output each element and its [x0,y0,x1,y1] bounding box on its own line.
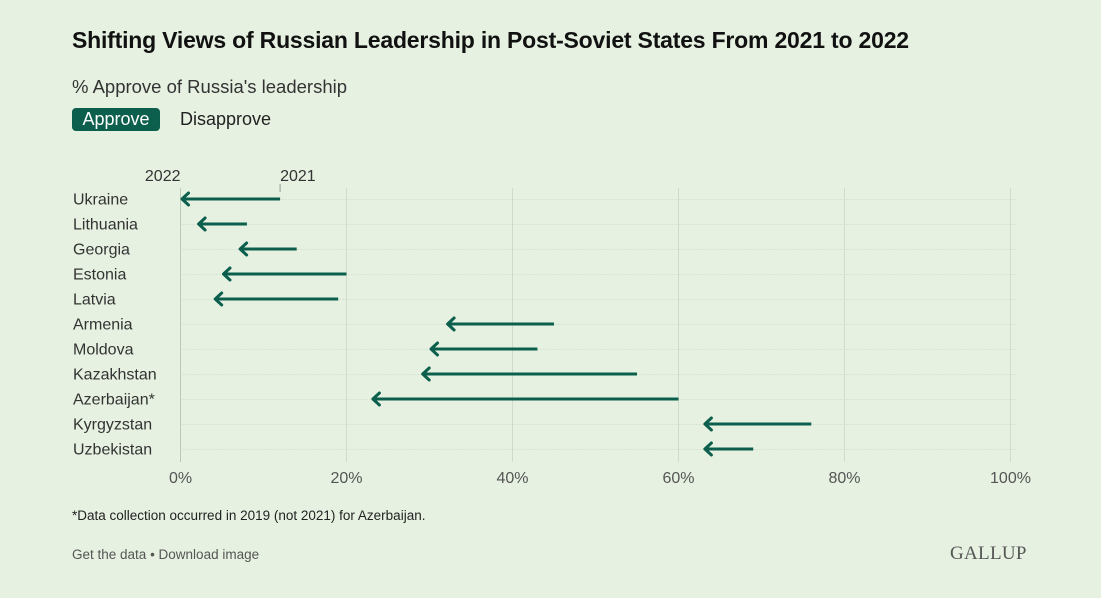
arrows [180,191,812,457]
footer-separator: • [146,547,159,562]
category-label: Armenia [73,317,133,334]
disapprove-toggle-button[interactable]: Disapprove [180,109,272,129]
x-tick-label: 20% [330,470,362,487]
arrow-head [703,416,713,432]
x-tick-label: 0% [169,470,192,487]
download-image-link[interactable]: Download image [158,547,260,562]
x-tick-label: 60% [662,470,694,487]
legend-label-2022: 2022 [145,168,181,185]
x-tick-label: 100% [990,470,1031,487]
x-axis-ticks: 0% 20% 40% 60% 80% 100% [169,470,1031,487]
footer: Get the data • Download image [72,547,259,562]
get-data-link[interactable]: Get the data [72,547,147,562]
arrow-head [703,441,713,457]
x-tick-label: 80% [828,470,860,487]
arrow-head [371,391,381,407]
arrow-head [429,341,439,357]
category-label: Moldova [73,342,134,359]
approve-toggle-button[interactable]: Approve [72,108,160,131]
gallup-logo: GALLUP [950,543,1027,564]
category-labels: Ukraine Lithuania Georgia Estonia Latvia Arme… [73,192,157,459]
arrow-head [213,291,224,307]
category-label: Georgia [73,242,130,259]
chart-plot: 2021 2022 Ukraine Lithuania Georgia Estonia L… [73,168,1031,487]
grid-lines [180,188,1018,462]
arrow-head [180,191,190,207]
category-label: Azerbaijan* [73,392,155,409]
year-legend: 2021 2022 [145,168,316,192]
legend-label-2021: 2021 [280,168,316,185]
footnote: *Data collection occurred in 2019 (not 2… [72,508,426,523]
arrow-head [222,266,232,282]
category-label: Latvia [73,292,116,309]
category-label: Kazakhstan [73,367,157,384]
category-label: Uzbekistan [73,442,152,459]
category-label: Lithuania [73,217,138,234]
arrow-head [238,241,249,257]
chart-subtitle: % Approve of Russia's leadership [72,76,348,97]
category-label: Kyrgyzstan [73,417,152,434]
chart-title: Shifting Views of Russian Leadership in … [72,27,909,53]
category-label: Ukraine [73,192,128,209]
arrow-head [446,316,456,332]
category-label: Estonia [73,267,126,284]
arrow-head [421,366,431,382]
arrow-head [197,216,207,232]
x-tick-label: 40% [496,470,528,487]
